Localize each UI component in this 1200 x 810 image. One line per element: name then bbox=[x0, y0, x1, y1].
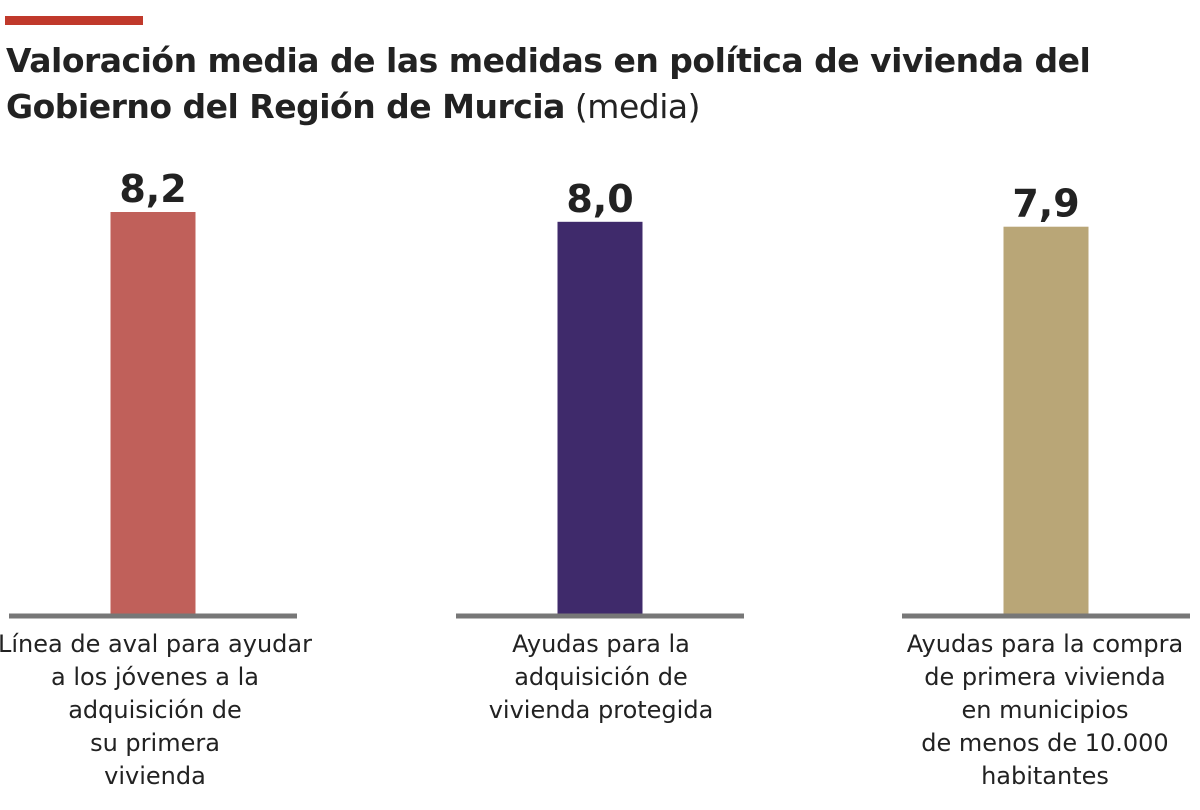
category-label-2: Ayudas para la adquisición de vivienda p… bbox=[488, 630, 714, 724]
value-label-3: 7,9 bbox=[1012, 182, 1079, 226]
bar-2 bbox=[557, 221, 643, 614]
bar-1 bbox=[110, 212, 196, 614]
category-label-1: Línea de aval para ayudar a los jóvenes … bbox=[0, 630, 312, 790]
value-label-1: 8,2 bbox=[119, 167, 186, 211]
bar-3 bbox=[1003, 226, 1089, 614]
chart-title-main: Valoración media de las medidas en polít… bbox=[6, 41, 1091, 126]
chart-title-unit: (media) bbox=[564, 87, 701, 126]
category-label-3: Ayudas para la compra de primera viviend… bbox=[906, 630, 1184, 790]
accent-line bbox=[5, 16, 143, 25]
value-label-2: 8,0 bbox=[566, 177, 633, 221]
chart-title: Valoración media de las medidas en polít… bbox=[6, 38, 1186, 130]
